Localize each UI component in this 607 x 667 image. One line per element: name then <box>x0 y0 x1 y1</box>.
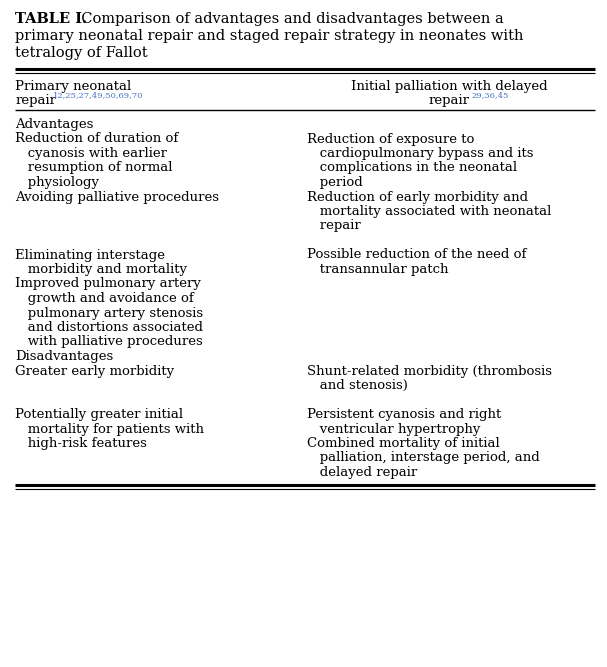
Text: resumption of normal: resumption of normal <box>15 161 172 175</box>
Text: Possible reduction of the need of: Possible reduction of the need of <box>307 249 526 261</box>
Text: growth and avoidance of: growth and avoidance of <box>15 292 194 305</box>
Text: Comparison of advantages and disadvantages between a: Comparison of advantages and disadvantag… <box>72 12 504 26</box>
Text: tetralogy of Fallot: tetralogy of Fallot <box>15 46 148 60</box>
Text: physiology: physiology <box>15 176 99 189</box>
Text: Disadvantages: Disadvantages <box>15 350 114 363</box>
Text: Reduction of exposure to: Reduction of exposure to <box>307 133 474 145</box>
Text: transannular patch: transannular patch <box>307 263 448 276</box>
Text: cardiopulmonary bypass and its: cardiopulmonary bypass and its <box>307 147 533 160</box>
Text: Primary neonatal: Primary neonatal <box>15 80 132 93</box>
Text: mortality associated with neonatal: mortality associated with neonatal <box>307 205 551 218</box>
Text: Reduction of duration of: Reduction of duration of <box>15 133 178 145</box>
Text: ventricular hypertrophy: ventricular hypertrophy <box>307 422 480 436</box>
Text: pulmonary artery stenosis: pulmonary artery stenosis <box>15 307 203 319</box>
Text: Persistent cyanosis and right: Persistent cyanosis and right <box>307 408 501 421</box>
Text: Avoiding palliative procedures: Avoiding palliative procedures <box>15 191 219 203</box>
Text: morbidity and mortality: morbidity and mortality <box>15 263 187 276</box>
Text: TABLE I.: TABLE I. <box>15 12 87 26</box>
Text: Potentially greater initial: Potentially greater initial <box>15 408 183 421</box>
Text: palliation, interstage period, and: palliation, interstage period, and <box>307 452 539 464</box>
Text: Initial palliation with delayed: Initial palliation with delayed <box>351 80 548 93</box>
Text: and stenosis): and stenosis) <box>307 379 407 392</box>
Text: mortality for patients with: mortality for patients with <box>15 422 204 436</box>
Text: Combined mortality of initial: Combined mortality of initial <box>307 437 500 450</box>
Text: with palliative procedures: with palliative procedures <box>15 336 203 348</box>
Text: period: period <box>307 176 362 189</box>
Text: high-risk features: high-risk features <box>15 437 147 450</box>
Text: delayed repair: delayed repair <box>307 466 417 479</box>
Text: 29,36,45: 29,36,45 <box>471 91 509 99</box>
Text: Improved pulmonary artery: Improved pulmonary artery <box>15 277 201 291</box>
Text: cyanosis with earlier: cyanosis with earlier <box>15 147 167 160</box>
Text: Eliminating interstage: Eliminating interstage <box>15 249 165 261</box>
Text: Reduction of early morbidity and: Reduction of early morbidity and <box>307 191 527 203</box>
Text: 12,25,27,49,50,69,70: 12,25,27,49,50,69,70 <box>53 91 143 99</box>
Text: and distortions associated: and distortions associated <box>15 321 203 334</box>
Text: Greater early morbidity: Greater early morbidity <box>15 364 174 378</box>
Text: Shunt-related morbidity (thrombosis: Shunt-related morbidity (thrombosis <box>307 364 552 378</box>
Text: complications in the neonatal: complications in the neonatal <box>307 161 517 175</box>
Text: repair: repair <box>307 219 361 233</box>
Text: Advantages: Advantages <box>15 118 93 131</box>
Text: repair: repair <box>15 94 56 107</box>
Text: primary neonatal repair and staged repair strategy in neonates with: primary neonatal repair and staged repai… <box>15 29 523 43</box>
Text: repair: repair <box>429 94 470 107</box>
